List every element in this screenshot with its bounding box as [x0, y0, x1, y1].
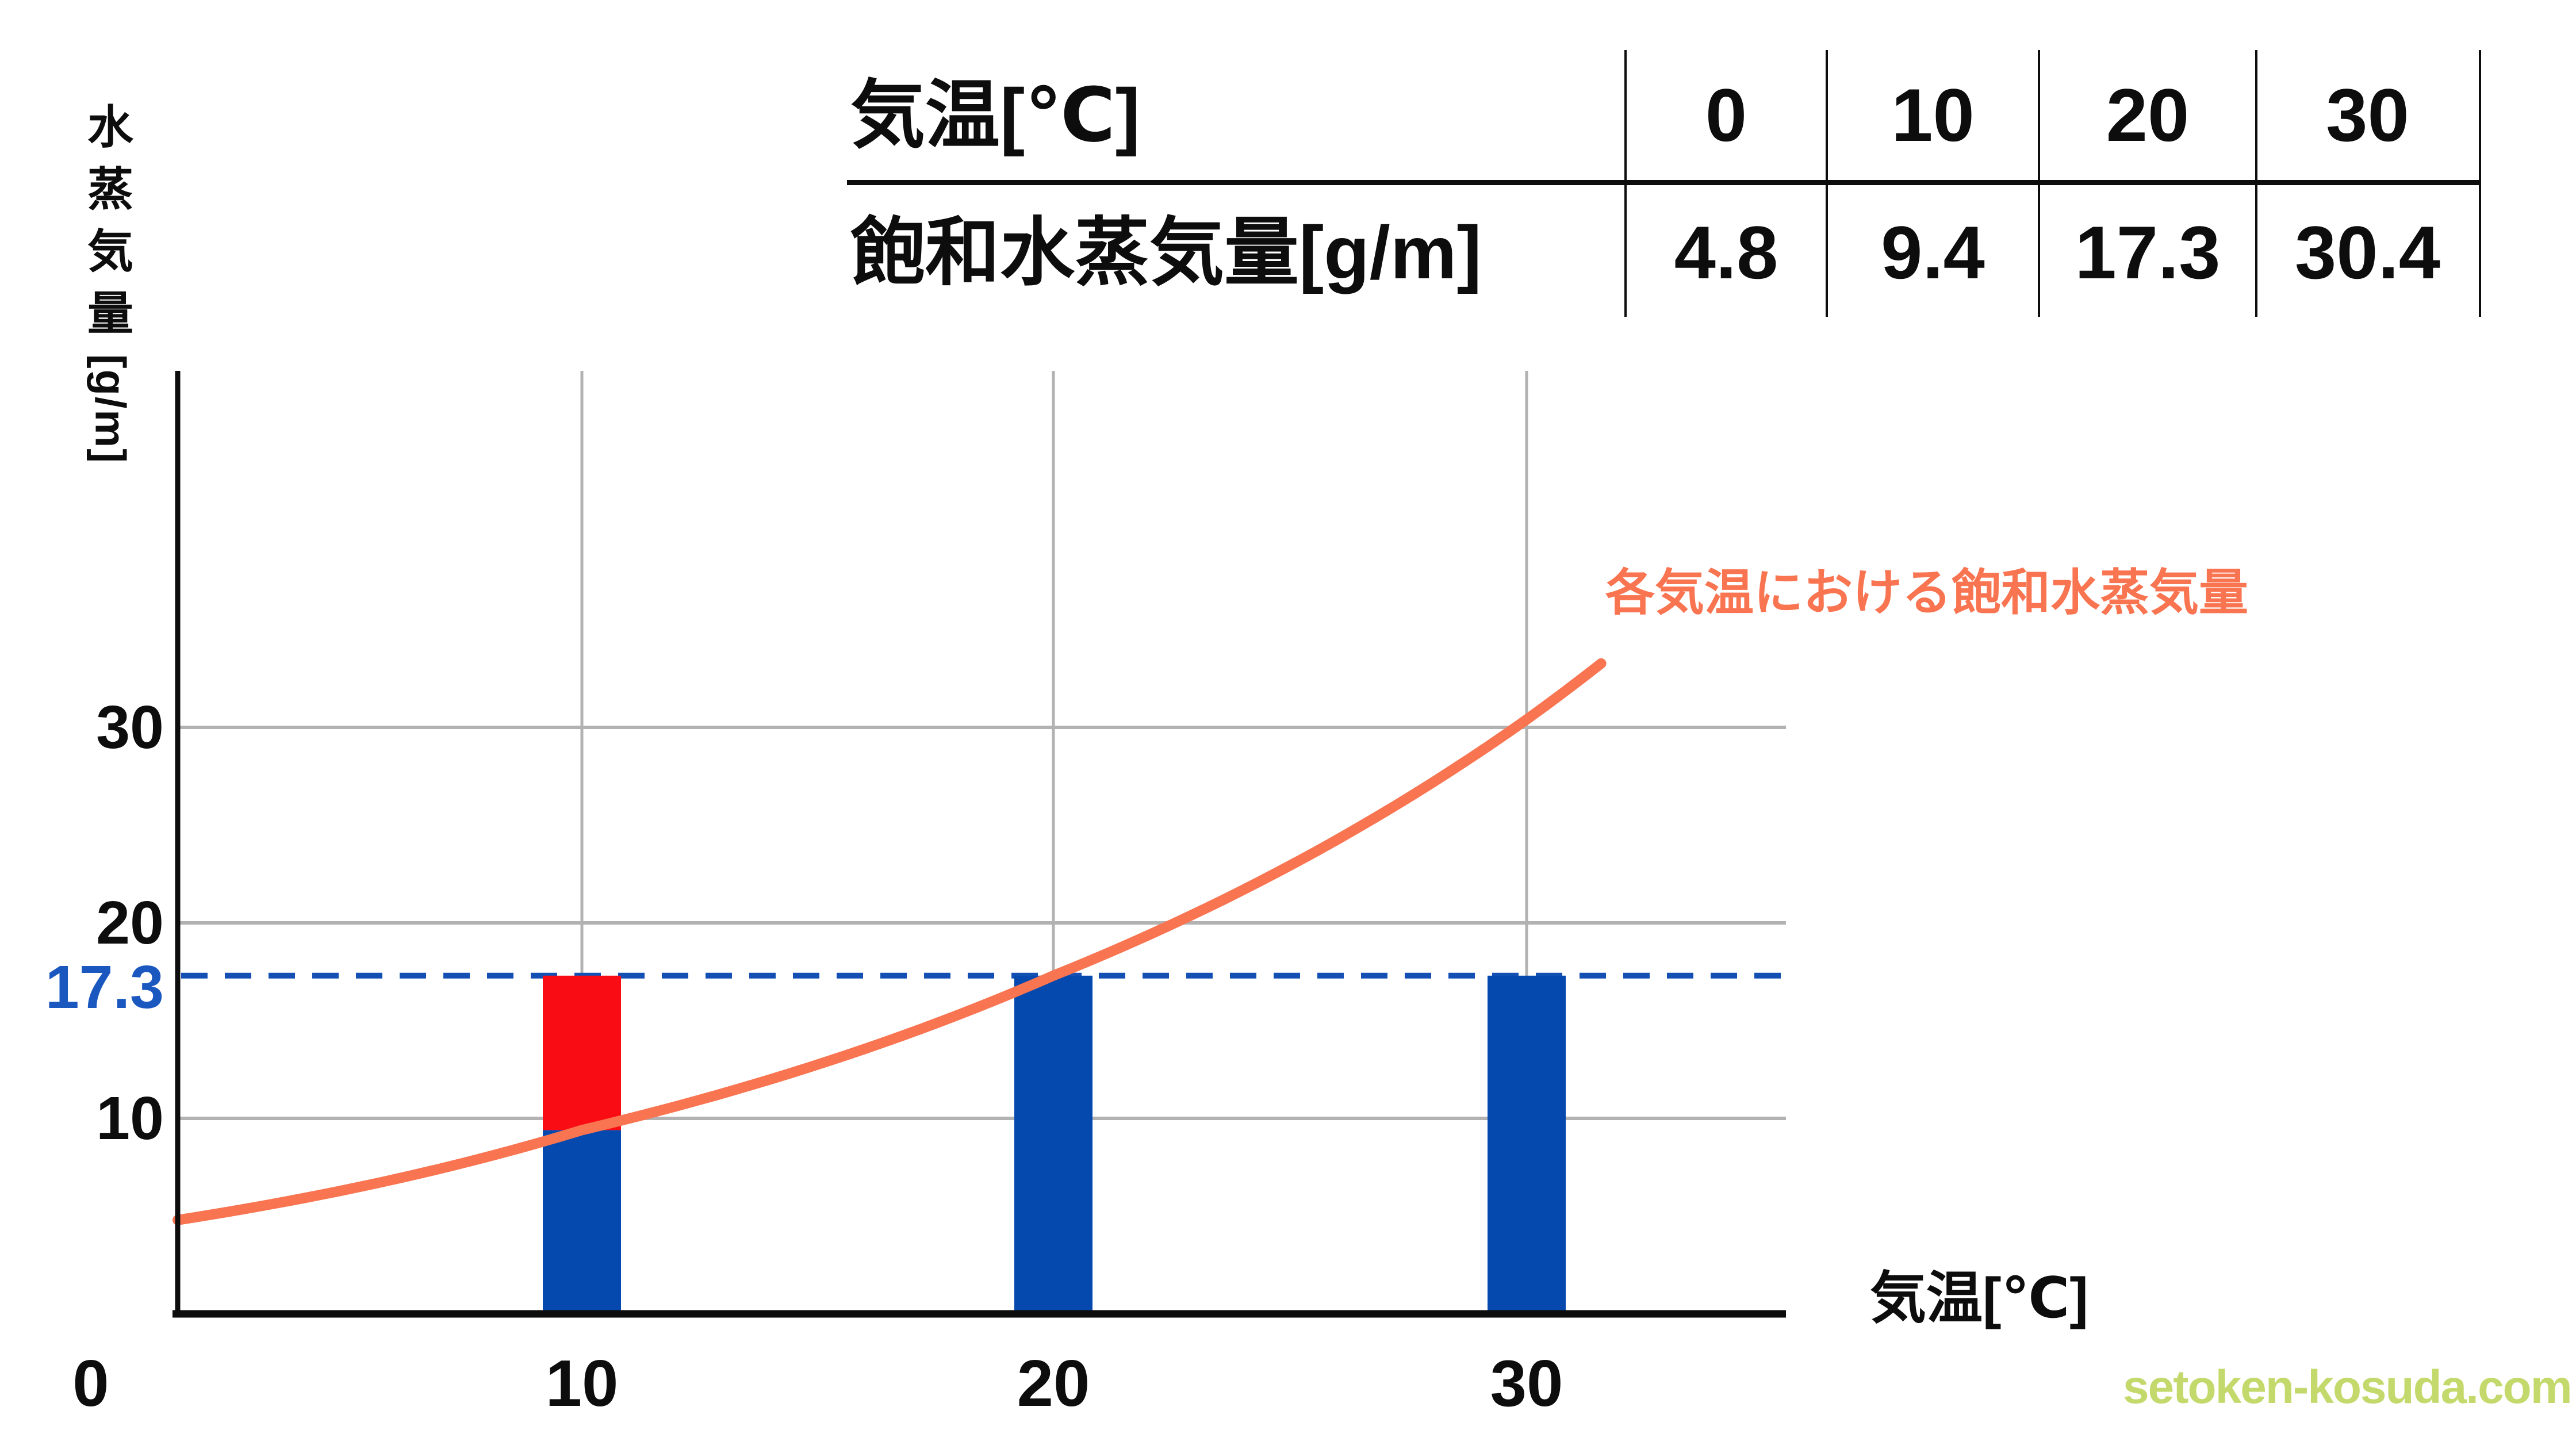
x-tick-30: 30 [1490, 1347, 1563, 1420]
bar-10-bar_red [543, 975, 621, 1130]
y-axis-unit-label: [g/m] [86, 354, 135, 464]
table-temperature-value: 10 [1891, 72, 1975, 157]
bar-30-bar_blue [1488, 975, 1566, 1314]
x-tick-10: 10 [545, 1347, 619, 1420]
y-tick-20: 20 [96, 889, 164, 957]
y-axis-title-char: 蒸 [87, 164, 133, 215]
table-saturation-value: 9.4 [1881, 210, 1985, 294]
y-axis-title-char: 量 [87, 288, 133, 339]
saturation-data-table: 気温[℃] 0 10 20 30 飽和水蒸気量[g/m] 4.8 9.4 17.… [847, 50, 2481, 317]
table-saturation-value: 17.3 [2075, 210, 2221, 294]
table-temperature-header: 気温[℃] [850, 72, 1141, 157]
table-column-divider [2038, 50, 2040, 317]
table-temperature-value: 0 [1705, 72, 1747, 157]
table-row-divider [847, 180, 2481, 185]
bar-10-bar_blue [543, 1130, 621, 1314]
table-column-divider [2255, 50, 2257, 317]
bar-20-bar_blue [1014, 975, 1092, 1314]
table-column-divider [2479, 50, 2481, 317]
x-axis-label: 気温[℃] [1870, 1266, 2088, 1329]
watermark: setoken-kosuda.com [2123, 1361, 2573, 1413]
saturation-curve [172, 658, 1607, 1225]
table-saturation-header: 飽和水蒸気量[g/m] [850, 210, 1482, 294]
curve-annotation: 各気温における飽和水蒸気量 [1605, 565, 2248, 620]
y-axis-title-char: 水 [87, 102, 133, 153]
x-tick-0: 0 [72, 1347, 109, 1420]
table-temperature-value: 20 [2106, 72, 2190, 157]
table-column-divider [1826, 50, 1828, 317]
y-tick-17.3-highlight: 17.3 [45, 953, 164, 1021]
table-temperature-value: 30 [2326, 72, 2409, 157]
y-axis-title-char: 気 [87, 226, 133, 277]
y-axis-title: 水 蒸 気 量 [g/m] [84, 97, 137, 464]
y-tick-30: 30 [96, 693, 164, 761]
table-saturation-value: 30.4 [2294, 210, 2441, 294]
table-column-divider [1624, 50, 1627, 317]
x-tick-20: 20 [1017, 1347, 1090, 1420]
y-tick-10: 10 [96, 1084, 164, 1152]
table-saturation-value: 4.8 [1674, 210, 1778, 294]
